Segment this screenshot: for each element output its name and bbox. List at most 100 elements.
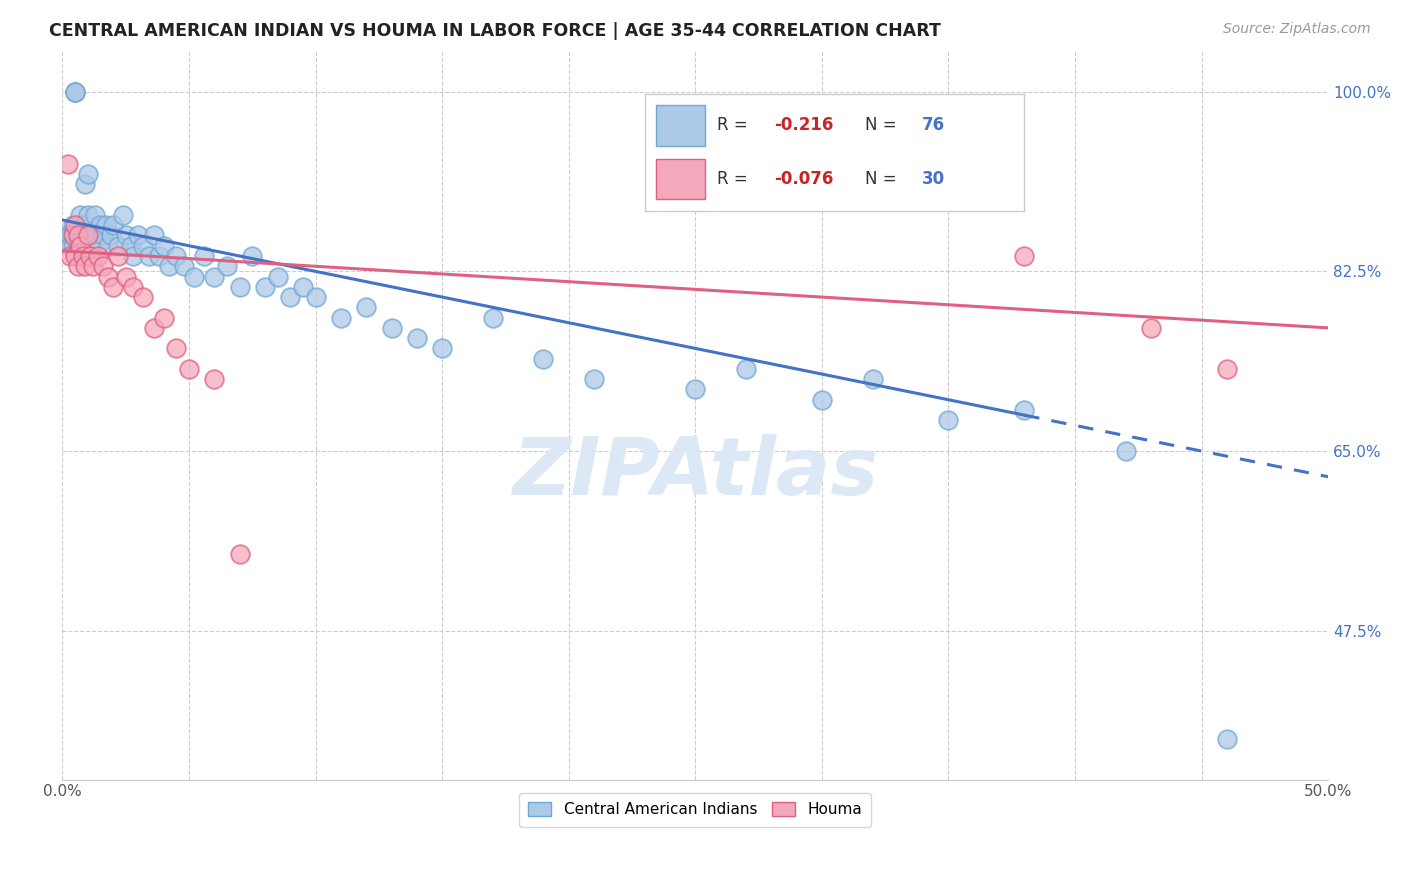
Point <box>114 228 136 243</box>
Point <box>122 280 145 294</box>
Point <box>107 249 129 263</box>
Point <box>583 372 606 386</box>
Point <box>142 228 165 243</box>
Point <box>66 249 89 263</box>
Point <box>735 362 758 376</box>
Point <box>62 228 84 243</box>
Point <box>75 218 97 232</box>
Point <box>354 301 377 315</box>
Point <box>63 85 86 99</box>
Point <box>89 218 111 232</box>
Point <box>177 362 200 376</box>
Point <box>66 238 89 252</box>
Point <box>69 238 91 252</box>
Point <box>138 249 160 263</box>
Point <box>228 280 250 294</box>
Point <box>132 290 155 304</box>
Text: Source: ZipAtlas.com: Source: ZipAtlas.com <box>1223 22 1371 37</box>
Point <box>79 249 101 263</box>
Point <box>56 156 79 170</box>
Point <box>1115 444 1137 458</box>
Point <box>120 238 142 252</box>
Point <box>278 290 301 304</box>
Point <box>91 228 114 243</box>
Point <box>533 351 555 366</box>
Point <box>193 249 215 263</box>
Point <box>62 228 84 243</box>
Point <box>97 269 120 284</box>
Point <box>72 238 94 252</box>
Point <box>811 392 834 407</box>
Point <box>63 249 86 263</box>
Point <box>122 249 145 263</box>
Point <box>240 249 263 263</box>
Point <box>112 208 135 222</box>
Point <box>97 238 120 252</box>
Point <box>304 290 326 304</box>
Point <box>66 218 89 232</box>
Point <box>101 218 124 232</box>
Point <box>202 372 225 386</box>
Point <box>432 342 454 356</box>
Point <box>862 372 884 386</box>
Point <box>114 269 136 284</box>
Point <box>266 269 288 284</box>
Point <box>87 249 110 263</box>
Point <box>82 228 104 243</box>
Point <box>1014 249 1036 263</box>
Point <box>482 310 505 325</box>
Point <box>165 342 187 356</box>
Point <box>66 228 89 243</box>
Point <box>152 310 174 325</box>
Point <box>215 260 238 274</box>
Point <box>101 280 124 294</box>
Point <box>127 228 149 243</box>
Point <box>66 260 89 274</box>
Point <box>1216 362 1239 376</box>
Point <box>938 413 960 427</box>
Point <box>1140 321 1163 335</box>
Point <box>202 269 225 284</box>
Point <box>152 238 174 252</box>
Point <box>62 238 84 252</box>
Point <box>75 260 97 274</box>
Point <box>173 260 195 274</box>
Point <box>69 238 91 252</box>
Point <box>1014 403 1036 417</box>
Point <box>291 280 314 294</box>
Point <box>72 218 94 232</box>
Point <box>63 218 86 232</box>
Point <box>142 321 165 335</box>
Point <box>87 238 110 252</box>
Point <box>76 167 98 181</box>
Point <box>75 177 97 191</box>
Point <box>76 228 98 243</box>
Point <box>685 383 707 397</box>
Point <box>84 208 107 222</box>
Point <box>94 218 117 232</box>
Point <box>59 238 82 252</box>
Point <box>69 208 91 222</box>
Point <box>76 249 98 263</box>
Point <box>228 547 250 561</box>
Point <box>100 228 122 243</box>
Point <box>1216 731 1239 746</box>
Point <box>91 260 114 274</box>
Point <box>63 85 86 99</box>
Point <box>72 249 94 263</box>
Point <box>380 321 402 335</box>
Point <box>148 249 170 263</box>
Point <box>63 228 86 243</box>
Text: ZIPAtlas: ZIPAtlas <box>512 434 879 513</box>
Point <box>165 249 187 263</box>
Point <box>76 228 98 243</box>
Point <box>82 260 104 274</box>
Text: CENTRAL AMERICAN INDIAN VS HOUMA IN LABOR FORCE | AGE 35-44 CORRELATION CHART: CENTRAL AMERICAN INDIAN VS HOUMA IN LABO… <box>49 22 941 40</box>
Point <box>329 310 352 325</box>
Point <box>62 218 84 232</box>
Point <box>183 269 205 284</box>
Point <box>69 228 91 243</box>
Point <box>56 228 79 243</box>
Point <box>157 260 180 274</box>
Point <box>405 331 427 345</box>
